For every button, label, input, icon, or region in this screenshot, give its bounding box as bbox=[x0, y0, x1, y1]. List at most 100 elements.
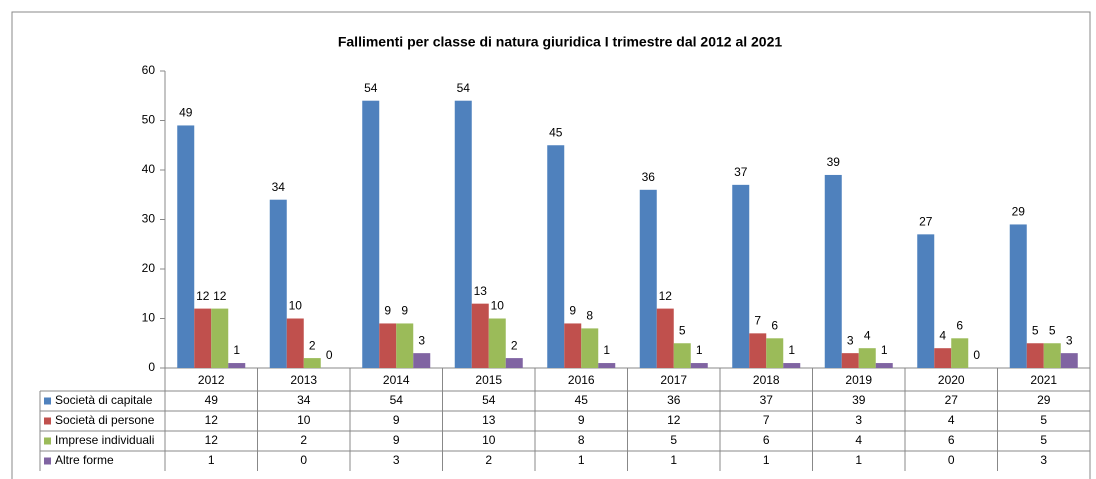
table-cell: 1 bbox=[855, 453, 862, 467]
data-label: 9 bbox=[384, 304, 391, 318]
bar bbox=[639, 189, 657, 368]
legend-swatch bbox=[44, 397, 51, 405]
table-cell: 12 bbox=[667, 413, 681, 427]
bar bbox=[656, 308, 674, 368]
bar bbox=[379, 323, 397, 368]
table-cell: 1 bbox=[763, 453, 770, 467]
table-cell: 10 bbox=[297, 413, 311, 427]
bar bbox=[673, 343, 691, 368]
bar bbox=[951, 338, 969, 368]
table-cell: 5 bbox=[1040, 433, 1047, 447]
data-label: 54 bbox=[364, 81, 378, 95]
table-cell: 27 bbox=[945, 393, 959, 407]
data-label: 1 bbox=[788, 343, 795, 357]
y-tick-label: 0 bbox=[148, 360, 155, 374]
table-cell: 2 bbox=[300, 433, 307, 447]
x-tick-label: 2018 bbox=[753, 373, 780, 387]
x-tick-label: 2020 bbox=[938, 373, 965, 387]
data-label: 0 bbox=[973, 348, 980, 362]
data-label: 3 bbox=[418, 333, 425, 347]
table-cell: 0 bbox=[300, 453, 307, 467]
table-cell: 36 bbox=[667, 393, 681, 407]
data-label: 2 bbox=[511, 338, 518, 352]
legend-swatch bbox=[44, 437, 51, 445]
bar bbox=[396, 323, 414, 368]
bar bbox=[766, 338, 784, 368]
table-cell: 1 bbox=[578, 453, 585, 467]
data-label: 2 bbox=[309, 338, 316, 352]
table-cell: 1 bbox=[670, 453, 677, 467]
bar bbox=[1060, 353, 1078, 368]
bar bbox=[858, 348, 876, 368]
table-cell: 10 bbox=[482, 433, 496, 447]
table-cell: 9 bbox=[393, 433, 400, 447]
bar bbox=[362, 100, 380, 368]
bar bbox=[875, 363, 893, 368]
bar bbox=[1026, 343, 1044, 368]
data-label: 7 bbox=[754, 314, 761, 328]
table-cell: 6 bbox=[948, 433, 955, 447]
table-cell: 49 bbox=[205, 393, 219, 407]
data-label: 1 bbox=[696, 343, 703, 357]
data-label: 8 bbox=[586, 309, 593, 323]
bar bbox=[211, 308, 229, 368]
bar bbox=[690, 363, 708, 368]
bar bbox=[749, 333, 767, 368]
bar bbox=[783, 363, 801, 368]
data-label: 12 bbox=[213, 289, 227, 303]
table-cell: 12 bbox=[205, 433, 219, 447]
data-label: 1 bbox=[603, 343, 610, 357]
data-label: 4 bbox=[939, 328, 946, 342]
bar bbox=[917, 234, 935, 368]
bar bbox=[934, 348, 952, 368]
bar bbox=[454, 100, 472, 368]
bar bbox=[471, 303, 489, 368]
x-tick-label: 2014 bbox=[383, 373, 410, 387]
y-tick-label: 60 bbox=[142, 63, 156, 77]
y-tick-label: 30 bbox=[142, 212, 156, 226]
bar bbox=[732, 184, 750, 368]
bar bbox=[824, 174, 842, 368]
bar bbox=[505, 358, 523, 368]
bar bbox=[194, 308, 212, 368]
bar bbox=[1043, 343, 1061, 368]
table-cell: 5 bbox=[670, 433, 677, 447]
table-cell: 54 bbox=[390, 393, 404, 407]
data-label: 45 bbox=[549, 125, 563, 139]
table-cell: 6 bbox=[763, 433, 770, 447]
data-label: 13 bbox=[474, 284, 488, 298]
table-cell: 4 bbox=[855, 433, 862, 447]
table-cell: 2 bbox=[485, 453, 492, 467]
x-tick-label: 2017 bbox=[660, 373, 687, 387]
data-label: 29 bbox=[1012, 205, 1026, 219]
bar bbox=[488, 318, 506, 368]
chart-title: Fallimenti per classe di natura giuridic… bbox=[338, 34, 783, 50]
legend-label: Imprese individuali bbox=[55, 433, 154, 447]
legend-label: Società di persone bbox=[55, 413, 155, 427]
data-label: 6 bbox=[956, 318, 963, 332]
table-cell: 9 bbox=[393, 413, 400, 427]
y-tick-label: 10 bbox=[142, 311, 156, 325]
data-label: 3 bbox=[1066, 333, 1073, 347]
data-label: 27 bbox=[919, 215, 933, 229]
bar bbox=[228, 363, 246, 368]
table-cell: 9 bbox=[578, 413, 585, 427]
data-label: 54 bbox=[457, 81, 471, 95]
data-label: 1 bbox=[233, 343, 240, 357]
data-label: 34 bbox=[272, 180, 286, 194]
data-label: 5 bbox=[1032, 323, 1039, 337]
x-tick-label: 2013 bbox=[290, 373, 317, 387]
x-tick-label: 2021 bbox=[1030, 373, 1057, 387]
data-label: 3 bbox=[847, 333, 854, 347]
table-cell: 13 bbox=[482, 413, 496, 427]
data-label: 39 bbox=[827, 155, 841, 169]
bar bbox=[598, 363, 616, 368]
data-label: 36 bbox=[642, 170, 656, 184]
bar bbox=[286, 318, 304, 368]
table-cell: 29 bbox=[1037, 393, 1051, 407]
table-cell: 12 bbox=[205, 413, 219, 427]
data-label: 4 bbox=[864, 328, 871, 342]
table-cell: 1 bbox=[208, 453, 215, 467]
table-cell: 3 bbox=[393, 453, 400, 467]
